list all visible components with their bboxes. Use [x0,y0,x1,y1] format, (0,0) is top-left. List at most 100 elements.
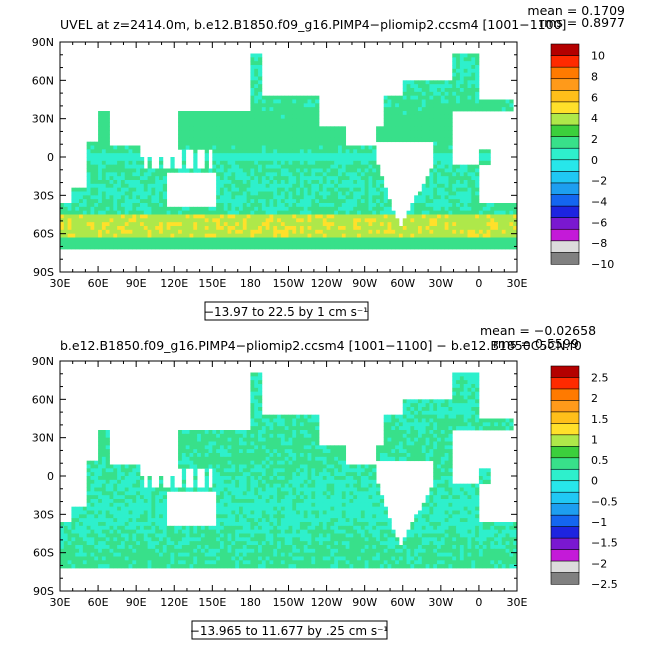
map-cell [162,206,168,212]
map-cell [242,468,248,473]
map-cell [238,168,244,173]
colorbar-swatch [550,205,580,219]
map-cell [421,241,426,246]
map-cell [383,229,388,235]
map-cell [417,111,423,116]
map-cell [456,222,461,227]
colorbar-label: 10 [591,50,605,63]
map-cell [303,210,308,215]
map-cell [219,203,225,208]
map-cell [398,245,404,250]
map-cell [345,218,350,223]
map-cell [132,479,137,485]
map-cell [212,229,217,235]
map-cell [315,183,320,189]
map-cell [452,164,457,169]
map-cell [440,114,446,120]
map-cell [345,149,350,154]
map-cell [223,245,228,250]
map-cell [421,437,426,442]
map-cell [475,72,480,77]
map-cell [376,245,381,250]
map-cell [338,157,343,162]
map-cell [296,176,301,181]
map-cell [166,245,171,250]
map-cell [376,241,381,246]
map-cell [471,103,476,108]
map-cell [345,476,350,481]
map-cell [349,229,354,235]
map-cell [98,164,103,169]
map-cell [254,414,259,419]
map-cell [155,210,160,215]
map-cell [124,180,129,185]
map-cell [326,479,331,485]
map-cell [227,479,232,485]
map-cell [208,122,213,127]
map-cell [307,445,312,450]
x-tick-label: 30E [507,277,528,290]
map-cell [417,99,423,104]
map-cell [307,430,312,435]
map-cell [178,114,183,120]
map-cell [467,164,472,169]
map-cell [139,241,145,246]
map-cell [250,233,255,238]
map-cell [478,103,484,108]
map-cell [105,453,110,458]
map-cell [353,183,358,189]
map-cell [231,164,236,169]
map-cell [128,176,133,181]
map-cell [254,53,259,58]
map-cell [452,99,457,104]
map-cell [94,226,99,231]
map-cell [280,95,286,100]
map-cell [398,456,404,462]
colorbar-label: −2 [591,175,607,188]
map-cell [433,433,438,439]
map-cell [227,226,232,231]
map-cell [387,218,392,223]
map-cell [406,403,411,408]
map-cell [471,426,476,431]
map-cell [139,226,145,231]
map-cell [353,472,358,477]
map-cell [456,237,461,242]
map-cell [448,191,453,196]
map-cell [326,195,331,200]
map-cell [231,229,236,235]
map-cell [296,149,301,154]
map-cell [284,437,289,442]
map-cell [273,172,278,177]
map-cell [94,168,99,173]
map-cell [334,126,339,131]
map-cell [425,437,430,442]
map-cell [299,237,305,242]
map-cell [227,199,232,204]
map-cell [258,91,263,97]
map-cell [357,237,362,242]
map-cell [467,180,472,185]
map-cell [326,130,331,135]
map-cell [417,203,423,208]
map-cell [322,476,327,481]
map-cell [258,65,263,70]
map-cell [417,122,423,127]
map-cell [387,433,392,439]
map-cell [372,206,377,212]
map-cell [254,384,259,389]
map-cell [433,426,438,431]
map-cell [334,195,339,200]
map-cell [277,449,282,454]
map-cell [273,222,278,227]
map-cell [311,176,316,181]
map-cell [406,95,411,100]
map-cell [437,176,442,181]
map-cell [368,222,373,227]
map-cell [292,226,297,231]
map-cell [269,199,274,204]
map-cell [273,479,278,485]
map-cell [94,183,99,189]
map-cell [398,122,404,127]
map-cell [402,80,407,85]
